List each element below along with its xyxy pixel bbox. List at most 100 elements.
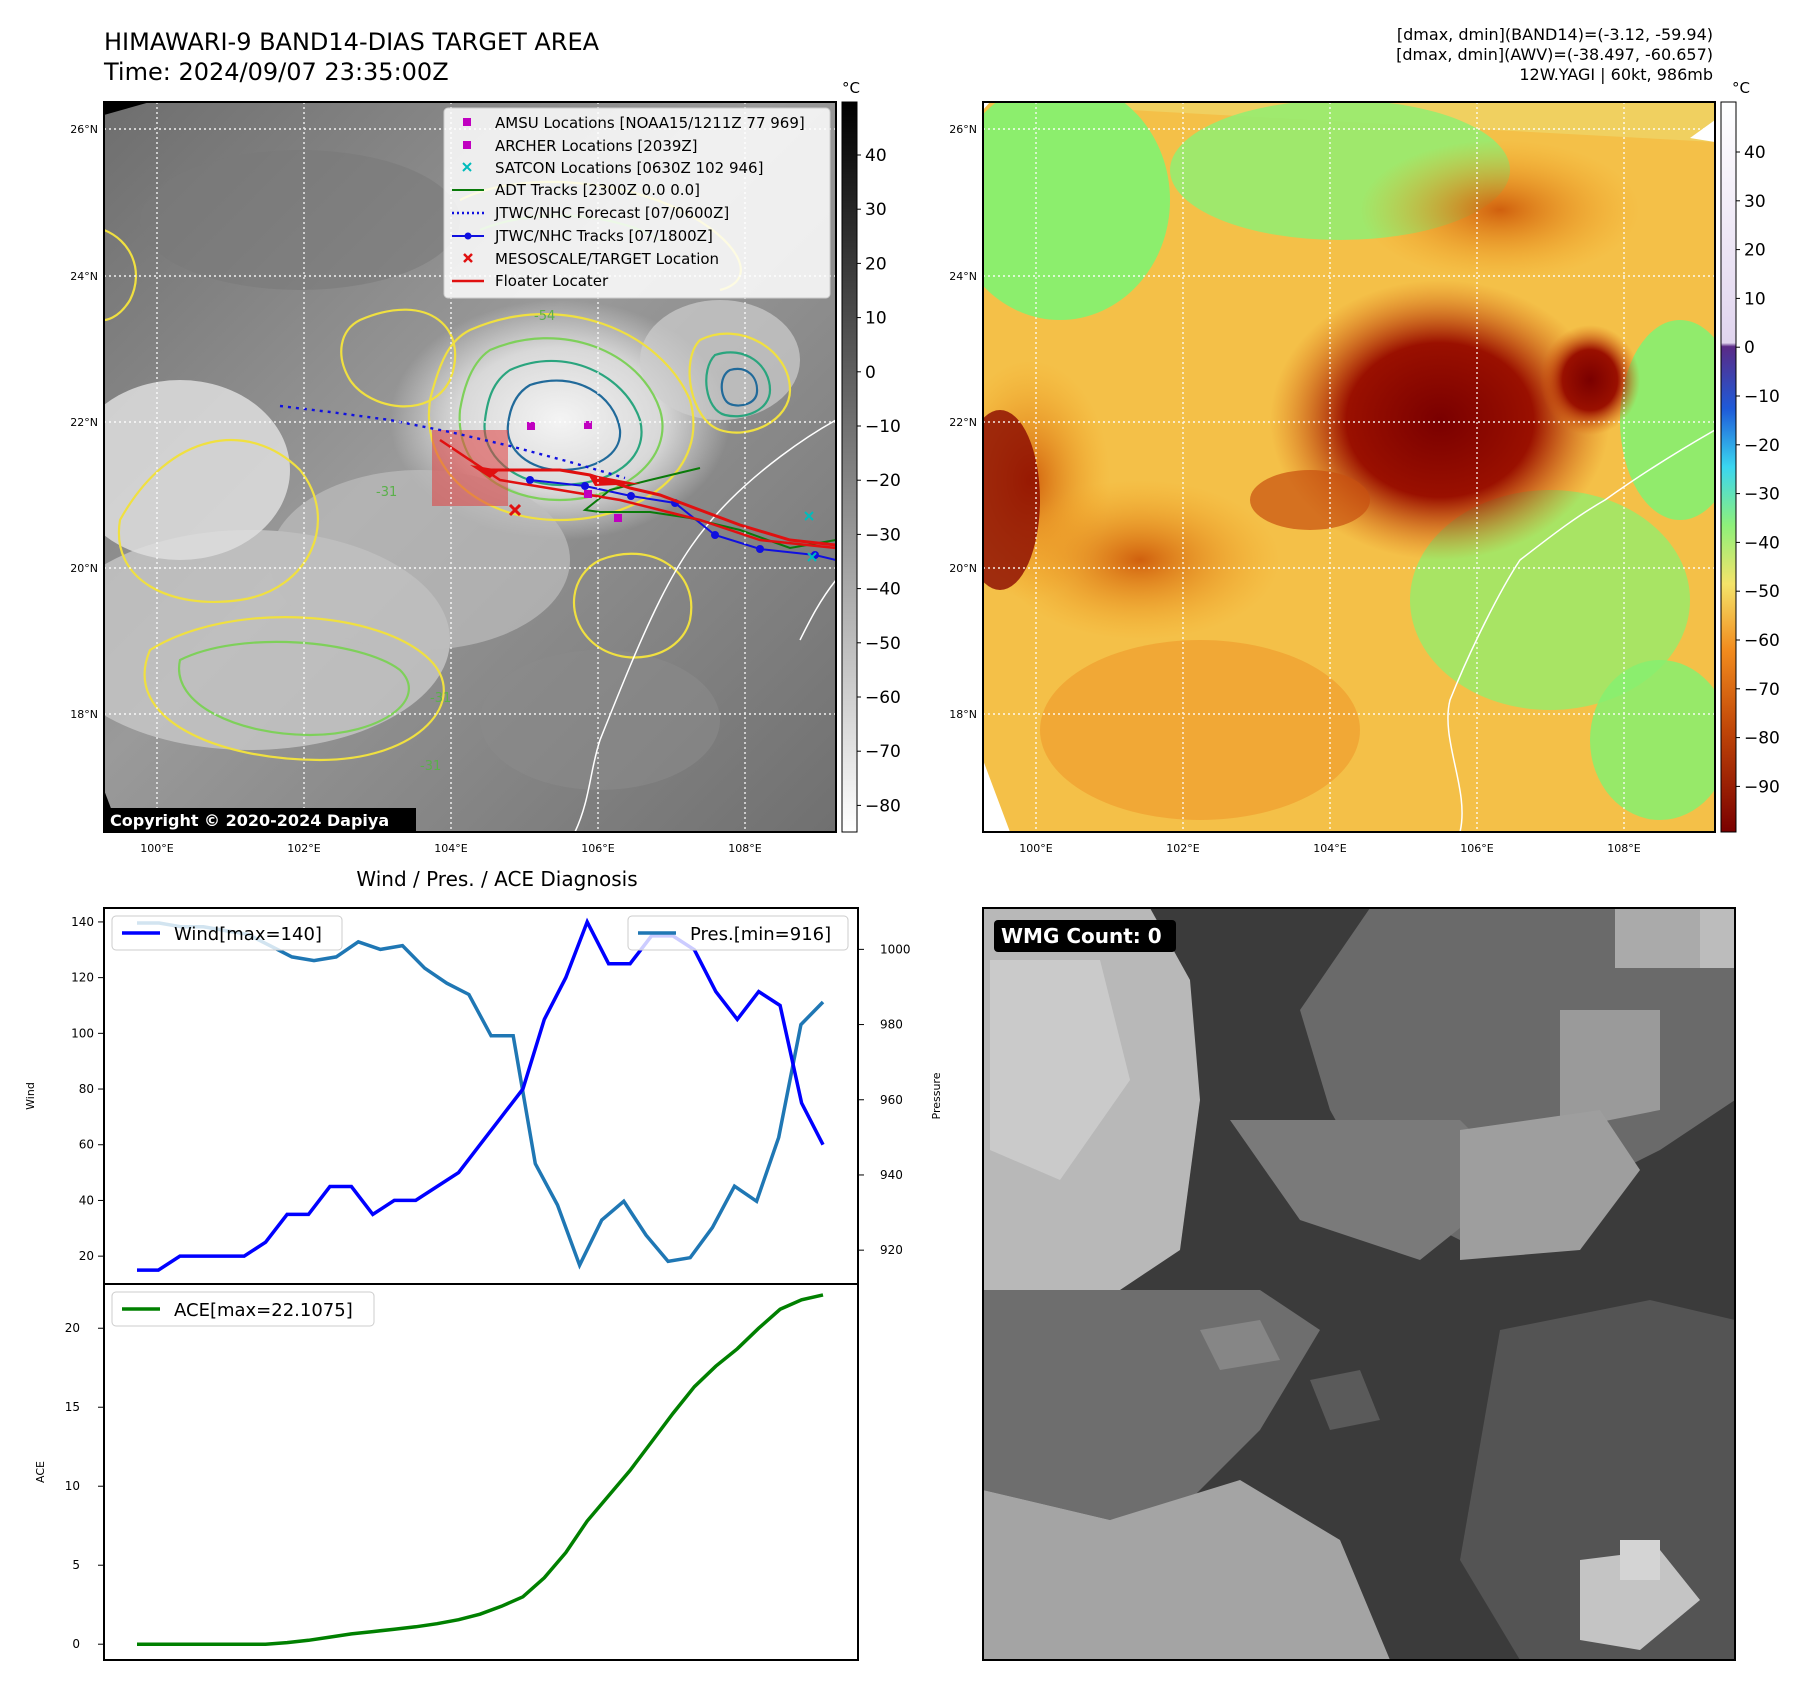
ace-y-tick-label: 5	[72, 1558, 80, 1572]
wind-y-tick-label: 120	[71, 971, 94, 985]
header-info-1: [dmax, dmin](BAND14)=(-3.12, -59.94)	[1397, 25, 1713, 44]
left-lon-label-106: 106°E	[581, 842, 614, 855]
ace-legend: ACE[max=22.1075]	[111, 1291, 375, 1327]
contour-label-2: -31	[376, 485, 397, 500]
colorbar-tick-label: 10	[1744, 289, 1766, 309]
wind-legend: Wind[max=140]	[111, 915, 343, 951]
left-lat-label-22: 22°N	[70, 416, 98, 429]
ace-chart: 0 5 10 15 20 ACE ACE[max=22.1075]	[34, 1283, 859, 1661]
pressure-y-tick-label: 920	[880, 1243, 903, 1257]
legend-item-target: MESOSCALE/TARGET Location	[495, 250, 719, 268]
left-lon-label-102: 102°E	[287, 842, 320, 855]
contour-label-1: -54	[534, 309, 555, 324]
ace-y-tick-label: 20	[65, 1321, 80, 1335]
colorbar-tick-label: −50	[1744, 582, 1780, 602]
right-lon-label-100: 100°E	[1019, 842, 1052, 855]
colorbar-tick-label: −80	[865, 796, 901, 816]
wind-series-line	[137, 917, 825, 1272]
ace-axis-label: ACE	[34, 1461, 47, 1483]
wind-y-tick-label: 100	[71, 1026, 94, 1040]
archer-marker-icon	[463, 141, 471, 149]
ace-y-tick-label: 0	[72, 1637, 80, 1651]
colorbar-tick-label: −60	[865, 688, 901, 708]
left-lat-label-26: 26°N	[70, 123, 98, 136]
colorbar-tick-label: −30	[1744, 485, 1780, 505]
colorbar-tick-label: −10	[865, 417, 901, 437]
copyright-text: Copyright © 2020-2024 Dapiya	[110, 811, 389, 830]
colorbar-tick-label: −70	[1744, 680, 1780, 700]
colorbar-tick-label: 20	[865, 254, 887, 274]
left-colorbar: °C 40 30 20 10 0 −10 −20 −30 −40 −50 −60 −70 −80	[841, 79, 901, 833]
colorbar-tick-label: −30	[865, 525, 901, 545]
legend-item-amsu: AMSU Locations [NOAA15/1211Z 77 969]	[495, 114, 805, 132]
left-map-frame	[103, 101, 837, 833]
right-enhanced-map	[983, 102, 1715, 832]
colorbar-tick-label: 30	[865, 200, 887, 220]
right-lat-label-26: 26°N	[949, 123, 977, 136]
pressure-y-tick-label: 1000	[880, 942, 911, 956]
right-lon-label-104: 104°E	[1313, 842, 1346, 855]
wind-y-tick-label: 20	[79, 1249, 94, 1263]
wind-y-tick-label: 40	[79, 1193, 94, 1207]
left-lon-label-104: 104°E	[434, 842, 467, 855]
satcon-marker-icon	[462, 162, 472, 172]
colorbar-tick-label: −80	[1744, 729, 1780, 749]
legend-item-archer: ARCHER Locations [2039Z]	[495, 137, 698, 155]
wmg-count-label: WMG Count: 0	[1001, 924, 1162, 948]
wind-y-tick-label: 140	[71, 915, 94, 929]
wind-y-tick-label: 80	[79, 1082, 94, 1096]
legend-item-satcon: SATCON Locations [0630Z 102 946]	[495, 159, 763, 177]
left-lon-label-108: 108°E	[728, 842, 761, 855]
left-lat-label-18: 18°N	[70, 708, 98, 721]
amsu-marker-icon	[463, 118, 471, 126]
tracks-dot-icon	[464, 232, 472, 240]
left-lat-label-20: 20°N	[70, 562, 98, 575]
ace-legend-label: ACE[max=22.1075]	[174, 1300, 353, 1321]
colorbar-tick-label: −20	[1744, 436, 1780, 456]
left-colorbar-unit: °C	[842, 79, 860, 97]
colorbar-tick-label: 20	[1744, 241, 1766, 261]
colorbar-tick-label: −40	[1744, 533, 1780, 553]
wmg-count-box	[994, 920, 1176, 952]
contour-label-3: -31	[430, 691, 451, 706]
diagnosis-title: Wind / Pres. / ACE Diagnosis	[356, 867, 637, 891]
right-lon-label-106: 106°E	[1460, 842, 1493, 855]
legend-item-adt: ADT Tracks [2300Z 0.0 0.0]	[495, 181, 700, 199]
wind-axis-label: Wind	[24, 1082, 37, 1110]
header-info-3: 12W.YAGI | 60kt, 986mb	[1519, 65, 1713, 84]
right-lat-label-24: 24°N	[949, 270, 977, 283]
wmg-panel	[983, 908, 1735, 1660]
colorbar-tick-label: 0	[1744, 338, 1755, 358]
legend-item-tracks: JTWC/NHC Tracks [07/1800Z]	[494, 227, 713, 245]
wind-y-tick-label: 60	[79, 1138, 94, 1152]
colorbar-tick-label: 30	[1744, 192, 1766, 212]
pressure-legend: Pres.[min=916]	[627, 915, 849, 951]
colorbar-tick-label: −50	[865, 634, 901, 654]
right-lon-label-108: 108°E	[1607, 842, 1640, 855]
header-info-2: [dmax, dmin](AWV)=(-38.497, -60.657)	[1396, 45, 1713, 64]
right-lat-label-18: 18°N	[949, 708, 977, 721]
figure-time: Time: 2024/09/07 23:35:00Z	[103, 58, 449, 86]
colorbar-tick-label: 40	[1744, 143, 1766, 163]
left-map-legend: AMSU Locations [NOAA15/1211Z 77 969] ARC…	[443, 107, 831, 299]
right-lat-label-22: 22°N	[949, 416, 977, 429]
pressure-y-tick-label: 980	[880, 1018, 903, 1032]
wind-legend-label: Wind[max=140]	[174, 924, 322, 945]
colorbar-tick-label: 40	[865, 146, 887, 166]
colorbar-tick-label: 10	[865, 309, 887, 329]
right-colorbar: °C 40 30 20 10 0 −10 −20 −30 −40 −50 −60 −70 −80 −90	[1720, 79, 1780, 833]
pressure-axis-label: Pressure	[930, 1072, 943, 1119]
colorbar-tick-label: 0	[865, 363, 876, 383]
right-lat-label-20: 20°N	[949, 562, 977, 575]
pressure-y-tick-label: 940	[880, 1168, 903, 1182]
target-marker-icon	[463, 253, 473, 263]
right-colorbar-unit: °C	[1732, 79, 1750, 97]
contour-label-4: -31	[420, 759, 441, 774]
left-lon-label-100: 100°E	[140, 842, 173, 855]
legend-item-forecast: JTWC/NHC Forecast [07/0600Z]	[494, 204, 729, 222]
pressure-legend-label: Pres.[min=916]	[690, 924, 831, 945]
colorbar-tick-label: −70	[865, 742, 901, 762]
colorbar-tick-label: −60	[1744, 631, 1780, 651]
left-lat-label-24: 24°N	[70, 270, 98, 283]
